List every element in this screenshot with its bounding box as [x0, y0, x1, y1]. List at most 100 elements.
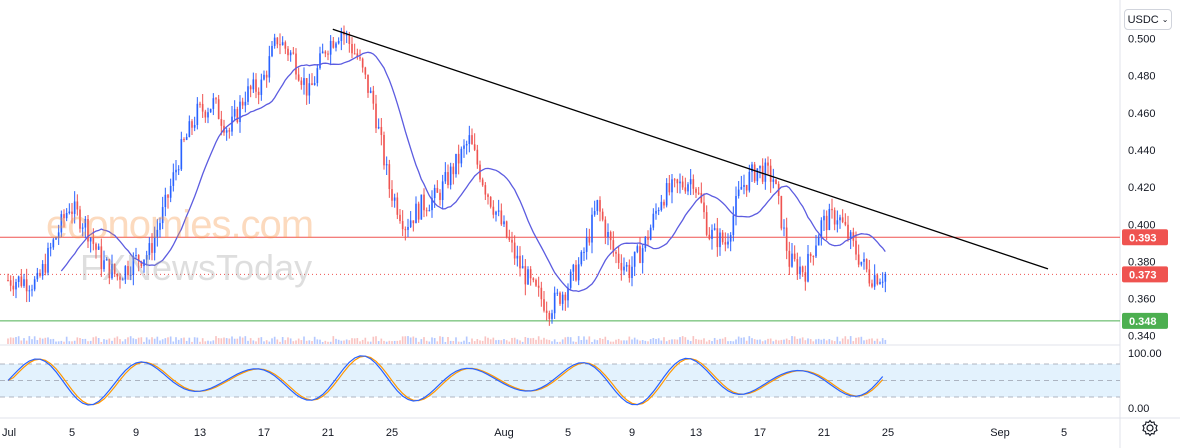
candle-body: [471, 135, 473, 145]
volume-bar: [423, 337, 425, 344]
horizontal-levels: 0.393 0.348 0.373: [0, 229, 1168, 329]
volume-bar: [287, 337, 289, 344]
volume-bar: [719, 338, 721, 344]
volume-bar: [127, 337, 129, 344]
volume-bar: [113, 337, 116, 344]
volume-bar: [143, 341, 145, 344]
candle-body: [745, 184, 748, 191]
candle-body: [700, 192, 703, 203]
candle-body: [329, 40, 332, 55]
x-tick-label: 5: [1061, 427, 1067, 439]
volume-bar: [820, 339, 823, 344]
chevron-down-icon: ⌄: [1161, 15, 1169, 24]
candle-body: [772, 179, 775, 182]
volume-bar: [425, 340, 428, 344]
candle-body: [7, 280, 9, 281]
volume-bar: [172, 341, 175, 344]
volume-bar: [519, 340, 521, 344]
candle-body: [513, 242, 516, 259]
volume-bar: [735, 339, 737, 344]
volume-bar: [567, 336, 569, 344]
volume-bar: [855, 337, 857, 344]
volume-bar: [801, 337, 804, 344]
volume-bar: [639, 340, 641, 344]
candle-body: [63, 214, 65, 219]
candle-body: [249, 86, 252, 90]
candle-body: [545, 310, 548, 313]
candle-body: [583, 251, 585, 253]
volume-bar: [559, 341, 561, 344]
volume-bar: [271, 338, 273, 344]
volume-bar: [756, 339, 759, 344]
volume-bar: [841, 338, 844, 344]
volume-bar: [265, 340, 268, 344]
volume-bar: [433, 338, 436, 344]
y-tick-label: 0.500: [1128, 34, 1156, 46]
volume-bar: [97, 338, 100, 344]
candle-body: [265, 74, 268, 78]
candle-body: [407, 226, 409, 230]
x-tick-label: 25: [386, 427, 398, 439]
candle-body: [417, 203, 420, 220]
volume-bar: [572, 341, 575, 344]
volume-bar: [329, 341, 332, 344]
volume-bar: [191, 341, 193, 344]
volume-bar: [153, 338, 156, 344]
volume-bar: [777, 340, 780, 344]
volume-bar: [823, 338, 825, 344]
volume-bar: [601, 338, 604, 344]
volume-bar: [780, 339, 783, 344]
volume-bar: [388, 340, 391, 344]
candle-body: [247, 86, 249, 102]
candle-body: [132, 256, 135, 275]
volume-bar: [689, 341, 692, 344]
candle-body: [788, 250, 791, 267]
volume-bar: [255, 341, 257, 344]
volume-bar: [273, 336, 276, 344]
candle-body: [111, 263, 113, 279]
gear-icon[interactable]: [1141, 419, 1159, 437]
volume-bar: [484, 336, 487, 344]
volume-bar: [671, 339, 673, 344]
candle-body: [172, 172, 175, 186]
candle-body: [295, 53, 297, 75]
volume-bar: [815, 339, 817, 344]
currency-selector[interactable]: USDC ⌄: [1124, 9, 1172, 30]
candle-body: [404, 229, 407, 231]
volume-bar: [655, 338, 657, 344]
candle-body: [729, 235, 732, 242]
volume-bar: [737, 336, 740, 344]
candle-body: [711, 229, 713, 239]
candle-body: [647, 237, 649, 240]
stoch-tick-label: 100.00: [1128, 348, 1162, 360]
candle-body: [641, 248, 644, 263]
candle-body: [799, 266, 801, 274]
volume-bar: [324, 340, 327, 344]
volume-bar: [804, 340, 807, 344]
volume-bar: [708, 339, 711, 344]
volume-bar: [404, 336, 407, 344]
candle-body: [612, 240, 615, 253]
candle-body: [836, 220, 839, 225]
volume-bar: [351, 338, 353, 344]
candle-body: [233, 109, 236, 117]
candle-body: [199, 103, 201, 105]
candle-body: [473, 144, 476, 150]
volume-bar: [92, 337, 95, 344]
candle-body: [47, 247, 49, 273]
volume-bar: [783, 339, 785, 344]
candle-body: [177, 169, 180, 171]
volume-bar: [828, 339, 831, 344]
volume-bar: [17, 336, 20, 344]
volume-bar: [116, 336, 119, 344]
candle-body: [663, 201, 665, 206]
volume-bar: [607, 340, 609, 344]
volume-bar: [452, 340, 455, 344]
volume-bar: [753, 339, 756, 344]
candle-body: [119, 276, 121, 280]
candle-body: [444, 172, 447, 182]
candle-body: [588, 236, 591, 243]
volume-bar: [681, 336, 684, 344]
volume-bar: [633, 337, 636, 344]
